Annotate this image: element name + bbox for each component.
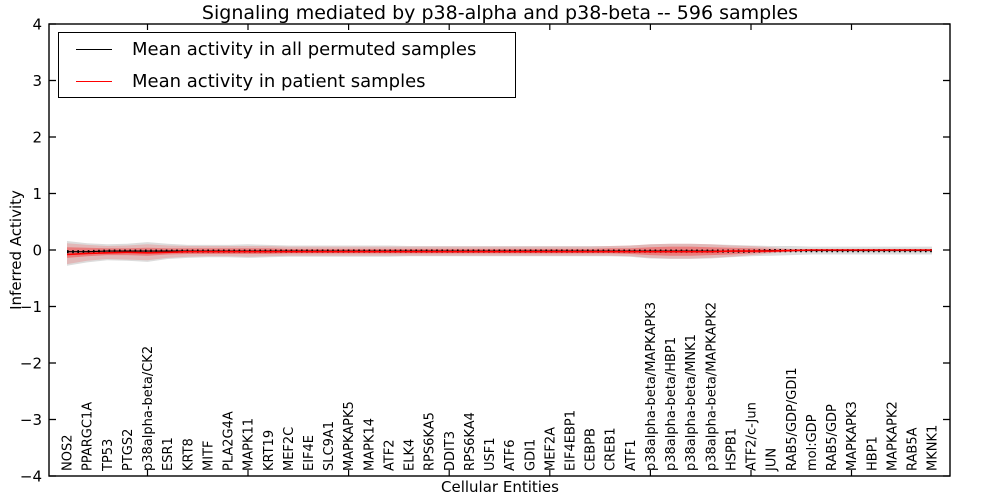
chart-title: Signaling mediated by p38-alpha and p38-… (201, 2, 799, 24)
y-tick-label: −2 (20, 354, 42, 372)
entity-label: PPARGC1A (81, 402, 96, 471)
legend-label-permuted: Mean activity in all permuted samples (132, 38, 477, 60)
y-tick-label: −3 (20, 411, 42, 429)
band-permuted-samples-envelope (67, 241, 932, 266)
entity-label: HBP1 (865, 436, 880, 471)
entity-label: p38alpha-beta/MAPKAPK3 (644, 302, 659, 471)
entity-label: MAPK14 (362, 418, 377, 471)
series-line-patient (66, 249, 932, 256)
entity-label: USF1 (483, 437, 498, 471)
entity-label: SLC9A1 (322, 421, 337, 471)
entity-label: DDIT3 (443, 431, 458, 471)
entity-label: CREB1 (604, 427, 619, 471)
entity-label: TP53 (101, 439, 116, 472)
band-patient-samples-envelope-outer (67, 243, 932, 265)
entity-label: RPS6KA5 (423, 412, 438, 471)
y-tick-label: 2 (32, 128, 42, 146)
entity-label: PTGS2 (121, 429, 136, 471)
legend-entry-patient: Mean activity in patient samples (59, 69, 515, 93)
entity-label: JUN (765, 448, 780, 472)
legend-entry-permuted: Mean activity in all permuted samples (59, 37, 515, 61)
entity-label: ATF6 (503, 439, 518, 471)
y-tick-label: 0 (32, 241, 42, 259)
entity-label: p38alpha-beta/HBP1 (664, 337, 679, 471)
entity-label: GDI1 (523, 439, 538, 471)
x-axis-label: Cellular Entities (441, 478, 559, 496)
entity-label: MEF2C (282, 427, 297, 471)
entity-label: ATF1 (624, 439, 639, 471)
legend-line-permuted-icon (76, 48, 112, 50)
legend: Mean activity in all permuted samples Me… (58, 32, 516, 98)
y-tick-label: 3 (32, 72, 42, 90)
entity-label: MAPKAPK3 (845, 401, 860, 471)
y-axis-label: Inferred Activity (7, 190, 25, 310)
y-tick-label: −1 (20, 298, 42, 316)
legend-label-patient: Mean activity in patient samples (132, 70, 426, 92)
entity-label: EIF4E (302, 435, 317, 471)
entity-label: MKNK1 (926, 425, 941, 471)
entity-label: MAPKAPK2 (885, 401, 900, 471)
entity-label: RPS6KA4 (463, 412, 478, 471)
legend-line-patient-icon (76, 80, 112, 82)
y-tick-label: −4 (20, 467, 42, 485)
entity-label: ESR1 (161, 437, 176, 471)
entity-label: p38alpha-beta/CK2 (141, 346, 156, 471)
entity-label: p38alpha-beta/MAPKAPK2 (704, 302, 719, 471)
entity-label: MITF (201, 441, 216, 471)
entity-label: RAB5/GDP/GDI1 (785, 368, 800, 471)
entity-label: RAB5/GDP (825, 404, 840, 471)
entity-label: MEF2A (543, 427, 558, 471)
entity-label: mol:GDP (805, 414, 820, 471)
entity-label: PLA2G4A (221, 411, 236, 471)
entity-label: KRT8 (181, 438, 196, 471)
entity-label: HSPB1 (724, 428, 739, 471)
entity-label: MAPKAPK5 (342, 401, 357, 471)
y-tick-label: 1 (32, 185, 42, 203)
y-tick-label: 4 (32, 15, 42, 33)
entity-label: ELK4 (403, 439, 418, 471)
entity-label: ATF2/c-Jun (745, 402, 760, 471)
entity-label: p38alpha-beta/MNK1 (684, 334, 699, 471)
entity-label: CEBPB (584, 428, 599, 471)
entity-label: EIF4EBP1 (563, 410, 578, 471)
entity-label: MAPK11 (242, 418, 257, 471)
entity-label: KRT19 (262, 430, 277, 471)
entity-label: ATF2 (382, 439, 397, 471)
entity-label: NOS2 (61, 435, 76, 471)
entity-label: RAB5A (905, 427, 920, 471)
